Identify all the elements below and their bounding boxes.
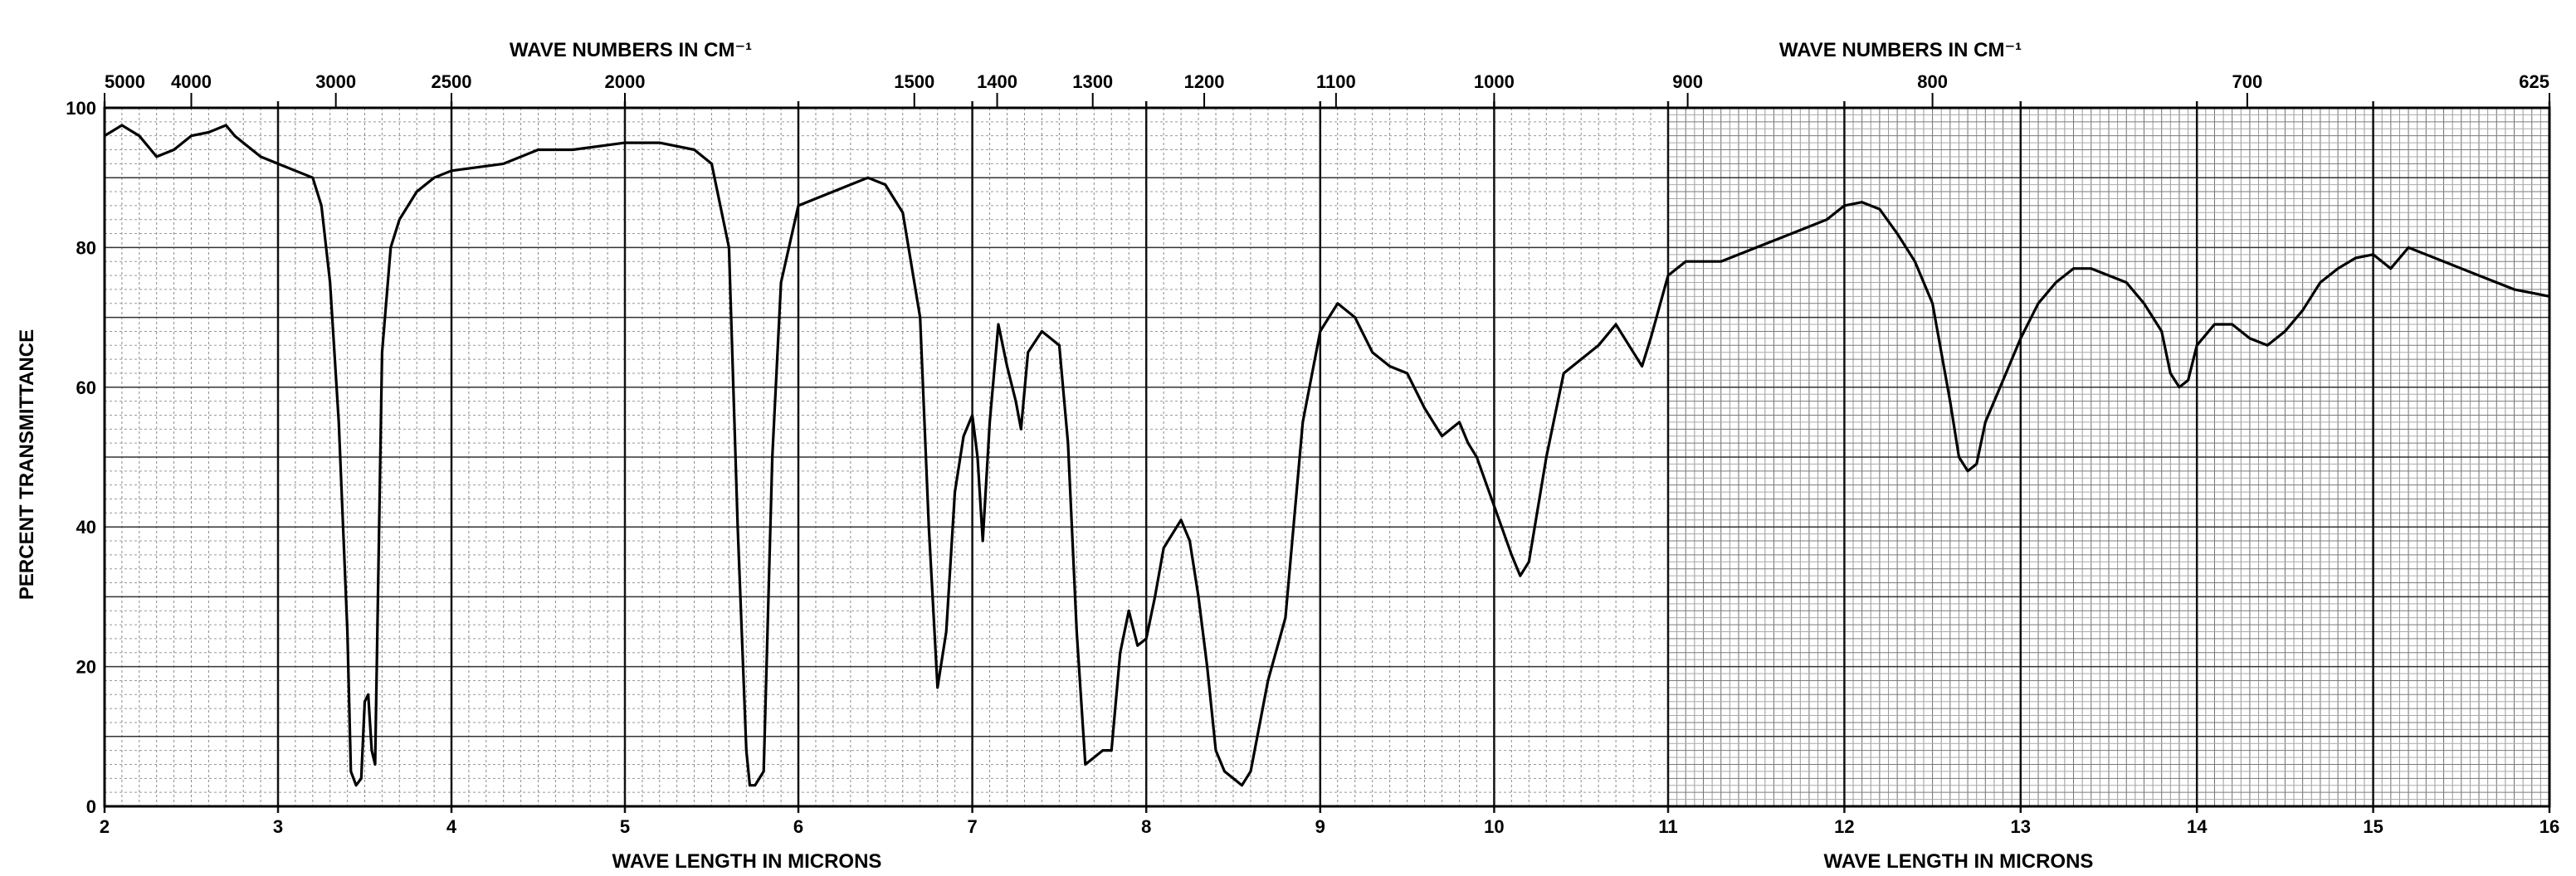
top-tick-label: 1100 [1316,71,1356,92]
plot-frame [103,106,2551,808]
x-tick-label: 14 [2187,816,2208,837]
top-tick-label: 2000 [605,71,646,92]
top-tick-label: 1200 [1184,71,1225,92]
x-tick-label: 5 [620,816,630,837]
x-tick-label: 6 [793,816,803,837]
axes [103,93,2551,808]
top-tick-label: 1500 [894,71,934,92]
tick-labels: 0 20 40 60 80 100 2 3 4 5 6 7 8 9 10 11 12 13 14 15 16 5000 40… [66,71,2559,837]
x-tick-label: 4 [446,816,457,837]
top-tick-label: 1300 [1072,71,1113,92]
top-axis-label-left: WAVE NUMBERS IN CM⁻¹ [510,39,752,61]
top-tick-label: 625 [2519,71,2549,92]
y-tick-label: 0 [86,796,96,817]
top-tick-label: 800 [1917,71,1948,92]
x-tick-label: 13 [2011,816,2031,837]
top-tick-label: 3000 [315,71,356,92]
top-tick-label: 4000 [171,71,212,92]
y-tick-label: 20 [76,657,96,678]
x-tick-label: 11 [1658,816,1677,837]
x-tick-label: 9 [1315,816,1325,837]
x-tick-label: 2 [100,816,110,837]
x-tick-label: 15 [2363,816,2383,837]
y-tick-label: 60 [76,377,96,398]
bottom-axis-label-left: WAVE LENGTH IN MICRONS [612,850,882,873]
top-tick-label: 1400 [977,71,1017,92]
x-tick-label: 16 [2539,816,2559,837]
x-tick-label: 10 [1484,816,1504,837]
x-tick-label: 7 [967,816,977,837]
x-tick-label: 12 [1834,816,1854,837]
y-axis-label: PERCENT TRANSMITTANCE [16,329,38,600]
y-tick-label: 40 [76,517,96,538]
bottom-axis-label-right: WAVE LENGTH IN MICRONS [1824,850,2094,873]
y-tick-label: 80 [76,237,96,258]
top-tick-label: 900 [1672,71,1703,92]
grid [103,101,2551,813]
spectrum-line [104,124,2550,787]
x-tick-label: 8 [1141,816,1151,837]
axis-labels: WAVE NUMBERS IN CM⁻¹ WAVE NUMBERS IN CM⁻… [16,39,2093,873]
top-tick-label: 1000 [1474,71,1515,92]
x-tick-label: 3 [273,816,283,837]
top-tick-label: 2500 [432,71,472,92]
top-tick-label: 700 [2232,71,2263,92]
y-tick-label: 100 [66,98,96,119]
top-axis-label-right: WAVE NUMBERS IN CM⁻¹ [1779,39,2022,61]
series [104,124,2550,787]
top-tick-label: 5000 [105,71,145,92]
